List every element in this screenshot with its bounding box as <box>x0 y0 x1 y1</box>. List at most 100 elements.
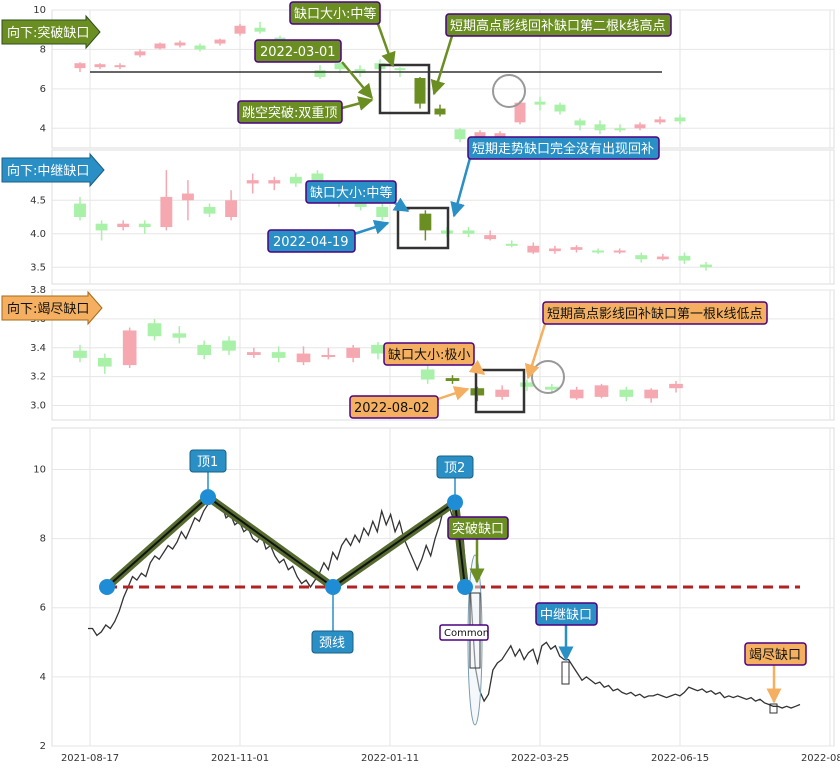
candle-body <box>494 133 506 140</box>
x-tick-label: 2021-08-17 <box>61 753 119 764</box>
y-tick-label: 8 <box>40 534 46 545</box>
annotation-box <box>445 13 672 37</box>
candle-body <box>495 389 509 397</box>
candle-body <box>354 203 367 207</box>
candle-body <box>172 333 187 338</box>
annotation-text: 短期走势缺口完全没有出现回补 <box>472 141 654 157</box>
candle-body <box>619 389 634 397</box>
y-tick-label: 10 <box>33 5 46 16</box>
y-tick-label: 4 <box>40 672 46 683</box>
candle-body <box>484 235 497 240</box>
runaway-gap-panel: 3.5 4.0 4.5 <box>30 149 835 285</box>
annotation-box <box>267 229 356 253</box>
annotation-text: 短期高点影线回补缺口第二根k线高点 <box>450 18 666 34</box>
candle-body <box>669 383 683 389</box>
candle-body <box>505 243 518 246</box>
candle-body <box>420 369 435 380</box>
annotation-text: 竭尽缺口 <box>749 648 801 663</box>
annotation-text: 中继缺口 <box>540 608 592 623</box>
y-tick-label: 3.4 <box>30 343 46 354</box>
y-tick-label: 6 <box>40 603 46 614</box>
annotation-text: 缺口大小:中等 <box>310 185 392 201</box>
annotation-box <box>439 624 489 641</box>
candle-body <box>569 389 584 399</box>
pattern-label: 顶1 <box>197 455 218 470</box>
gap-box <box>378 63 431 115</box>
x-tick-label: 2022-03-25 <box>511 753 569 764</box>
annotation-box <box>535 602 598 626</box>
tag-arrow-shape <box>1 14 101 50</box>
candle-body <box>520 382 534 387</box>
candle-body <box>234 25 246 34</box>
candle-body <box>321 355 336 357</box>
y-tick-label: 4.0 <box>30 229 46 240</box>
candle-body <box>314 70 326 78</box>
tag-breakaway: 向下:突破缺口 <box>1 14 101 50</box>
annotation-text: Common <box>444 628 489 639</box>
pattern-label-box <box>189 449 227 473</box>
candle-body <box>138 223 151 228</box>
p4-annotations: 突破缺口 Common 中继缺口 竭尽缺口 <box>439 516 807 704</box>
candle-body <box>678 255 691 261</box>
exhaustion-gap-box <box>769 703 778 714</box>
candle-body <box>534 101 546 105</box>
p2-annotations: 短期走势缺口完全没有出现回补 缺口大小:中等 2022-04-19 <box>267 136 660 253</box>
p1-annotations: 缺口大小:中等 短期高点影线回补缺口第二根k线高点 2022-03-01 跳空突… <box>237 1 672 124</box>
candle-body <box>114 65 126 68</box>
tag-runaway: 向下:中继缺口 <box>1 152 105 188</box>
candle-body <box>181 193 194 201</box>
annotation-text: 2022-03-01 <box>260 45 336 60</box>
candle-body <box>214 39 226 44</box>
candle-body <box>296 353 311 363</box>
x-tick-label: 2021-11-01 <box>211 753 269 764</box>
annotation-text: 短期高点影线回补缺口第一根k线低点 <box>547 306 763 322</box>
candle-body <box>634 124 646 129</box>
candle-body <box>394 68 406 71</box>
tag-exhaustion: 向下:竭尽缺口 <box>1 290 103 326</box>
candle-body <box>203 206 216 214</box>
candle-body <box>354 69 366 74</box>
candle-body <box>462 230 475 234</box>
candle-body <box>700 264 712 268</box>
candle-body <box>222 340 236 351</box>
candle-body <box>614 128 626 131</box>
candle-body <box>247 352 261 355</box>
annotation-box <box>383 342 475 366</box>
annotation-text: 缺口大小:极小 <box>388 348 470 363</box>
y-tick-label: 4 <box>40 123 46 134</box>
annotation-box <box>289 1 381 25</box>
pattern-point <box>200 489 216 506</box>
candle-body <box>371 344 385 354</box>
x-tick-label: 2022-06-15 <box>651 753 709 764</box>
candle-body <box>376 206 389 217</box>
panel-frame <box>51 9 835 149</box>
runaway-gap-box <box>561 661 570 685</box>
tag-label: 向下:中继缺口 <box>7 163 89 179</box>
fill-circle <box>492 74 526 108</box>
annotation-text: 2022-04-19 <box>273 235 349 250</box>
annotation-arrow <box>524 323 547 380</box>
annotation-text: 2022-08-02 <box>354 401 430 416</box>
candle-body <box>594 124 606 131</box>
pattern-point <box>99 579 115 595</box>
candle-body <box>474 132 486 139</box>
y-tick-label: 3.2 <box>30 372 46 383</box>
annotation-arrow <box>450 157 472 218</box>
x-tick-label: 2022-08-12 <box>801 753 840 764</box>
tag-label: 向下:突破缺口 <box>7 25 89 41</box>
tag-label: 向下:竭尽缺口 <box>7 301 89 317</box>
annotation-box <box>254 39 342 63</box>
panel-frame <box>51 149 835 285</box>
candle-body <box>654 119 666 123</box>
y-tick-label: 4.5 <box>30 195 46 206</box>
annotation-arrow <box>437 386 470 401</box>
annotation-arrow <box>353 220 390 236</box>
annotation-box <box>542 301 768 325</box>
candle-body <box>674 117 686 122</box>
candle-body <box>613 250 626 253</box>
candle-body <box>268 180 281 184</box>
candle-body <box>154 43 166 49</box>
pattern-label-box <box>311 630 354 654</box>
candle-body <box>271 352 286 358</box>
